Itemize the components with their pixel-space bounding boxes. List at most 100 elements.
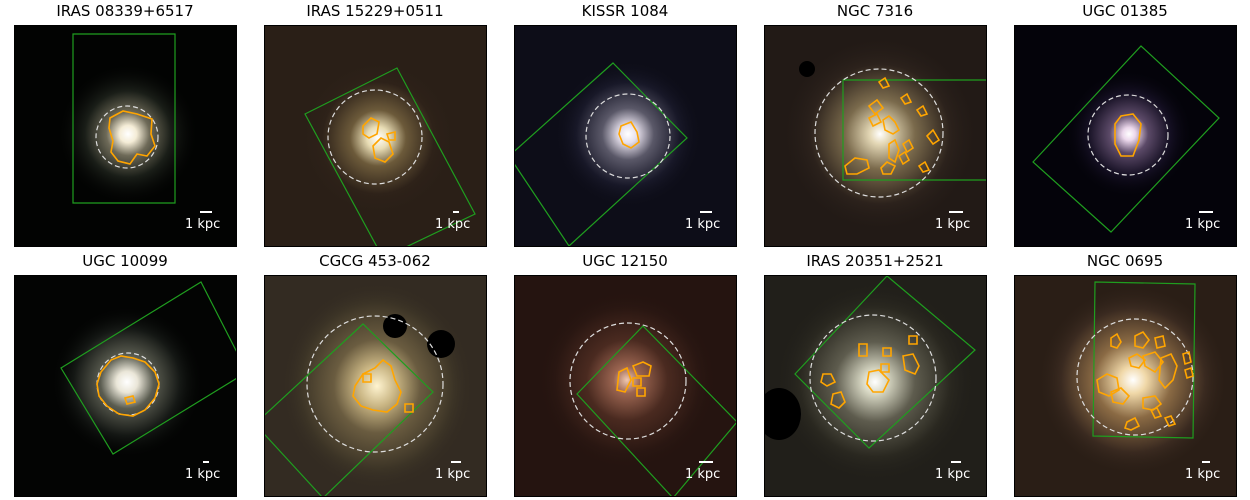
contour [372,137,394,163]
scale-label: 1 kpc [435,217,471,232]
contour [96,355,160,417]
footprint [1092,281,1196,439]
aperture-circle [327,89,423,185]
contour [618,121,640,149]
galaxy-glow [537,290,717,470]
contour [917,160,931,173]
galaxy-glow [775,282,975,482]
scale-bar [1199,211,1213,213]
panel-title: NGC 0695 [1086,252,1164,270]
contour [880,161,897,175]
contour [1114,113,1142,157]
contour [385,130,396,141]
contour [1110,387,1131,405]
aperture-circle [1076,318,1194,436]
contour [882,347,892,357]
scale-bar [203,461,209,463]
contour [902,353,920,376]
scale-bar [200,211,212,213]
contour [1142,395,1163,411]
contour [1154,335,1166,349]
contour [1184,366,1194,380]
contour [899,92,913,105]
footprint [1032,45,1220,233]
galaxy-image: 1 kpc [14,275,237,497]
contour [632,377,642,387]
galaxy-image: 1 kpc [1014,25,1237,247]
aperture-circle [814,68,944,198]
panel-title: IRAS 08339+6517 [56,2,194,20]
scale-bar [699,461,713,463]
contour [820,373,837,387]
scale-label: 1 kpc [685,467,721,482]
footprint [794,276,976,449]
contour [1182,350,1192,366]
panel-title: IRAS 15229+0511 [306,2,444,20]
scale-label: 1 kpc [935,467,971,482]
masked-star [799,61,815,77]
aperture-circle [95,105,159,169]
galaxy-image: 1 kpc [264,275,487,497]
galaxy-glow [56,62,200,206]
contour [108,110,156,165]
scale-label: 1 kpc [1185,467,1221,482]
galaxy-glow [51,306,203,458]
contour [915,104,929,117]
galaxy-image: 1 kpc [514,275,737,497]
contour [1096,373,1120,397]
footprint [265,323,434,496]
contour [882,114,901,135]
aperture-circle [1087,94,1169,176]
contour [844,157,870,175]
scale-label: 1 kpc [1185,217,1221,232]
contour [1134,330,1150,349]
galaxy-image: 1 kpc [14,25,237,247]
contour [867,112,883,128]
contour [866,369,890,393]
contour [880,363,890,373]
aperture-circle [809,314,937,442]
contour [631,361,652,377]
panel-title: UGC 01385 [1082,2,1168,20]
contour [123,395,137,405]
contour [877,76,891,89]
footprint [304,67,476,246]
panel-title: KISSR 1084 [581,2,669,20]
galaxy-image: 1 kpc [764,275,987,497]
footprint [576,325,736,496]
contour [858,343,868,357]
scale-label: 1 kpc [435,467,471,482]
galaxy-image: 1 kpc [1014,275,1237,497]
contour [362,117,380,139]
contour [888,138,900,164]
contour [925,128,941,146]
scale-label: 1 kpc [685,217,721,232]
scale-bar [700,211,712,213]
aperture-circle [585,93,671,179]
contour [1110,332,1122,349]
scale-bar [949,211,963,213]
contour [1128,353,1147,369]
contour [362,373,372,383]
panel-title: UGC 10099 [82,252,168,270]
contour [901,138,915,154]
aperture-circle [306,315,444,453]
panel-title: IRAS 20351+2521 [806,252,944,270]
galaxy-glow [780,34,980,234]
contour [867,98,885,116]
footprint [515,62,688,246]
contour [352,358,402,413]
contour [616,366,632,393]
galaxy-image: 1 kpc [264,25,487,247]
scale-label: 1 kpc [935,217,971,232]
contour [1149,407,1163,419]
footprint [72,33,176,204]
contour [908,335,918,345]
galaxy-glow [554,60,702,208]
contour [636,387,646,397]
masked-star [765,388,801,440]
panel-title: CGCG 453-062 [319,252,431,270]
scale-label: 1 kpc [185,217,221,232]
galaxy-image: 1 kpc [514,25,737,247]
contour [830,391,846,409]
